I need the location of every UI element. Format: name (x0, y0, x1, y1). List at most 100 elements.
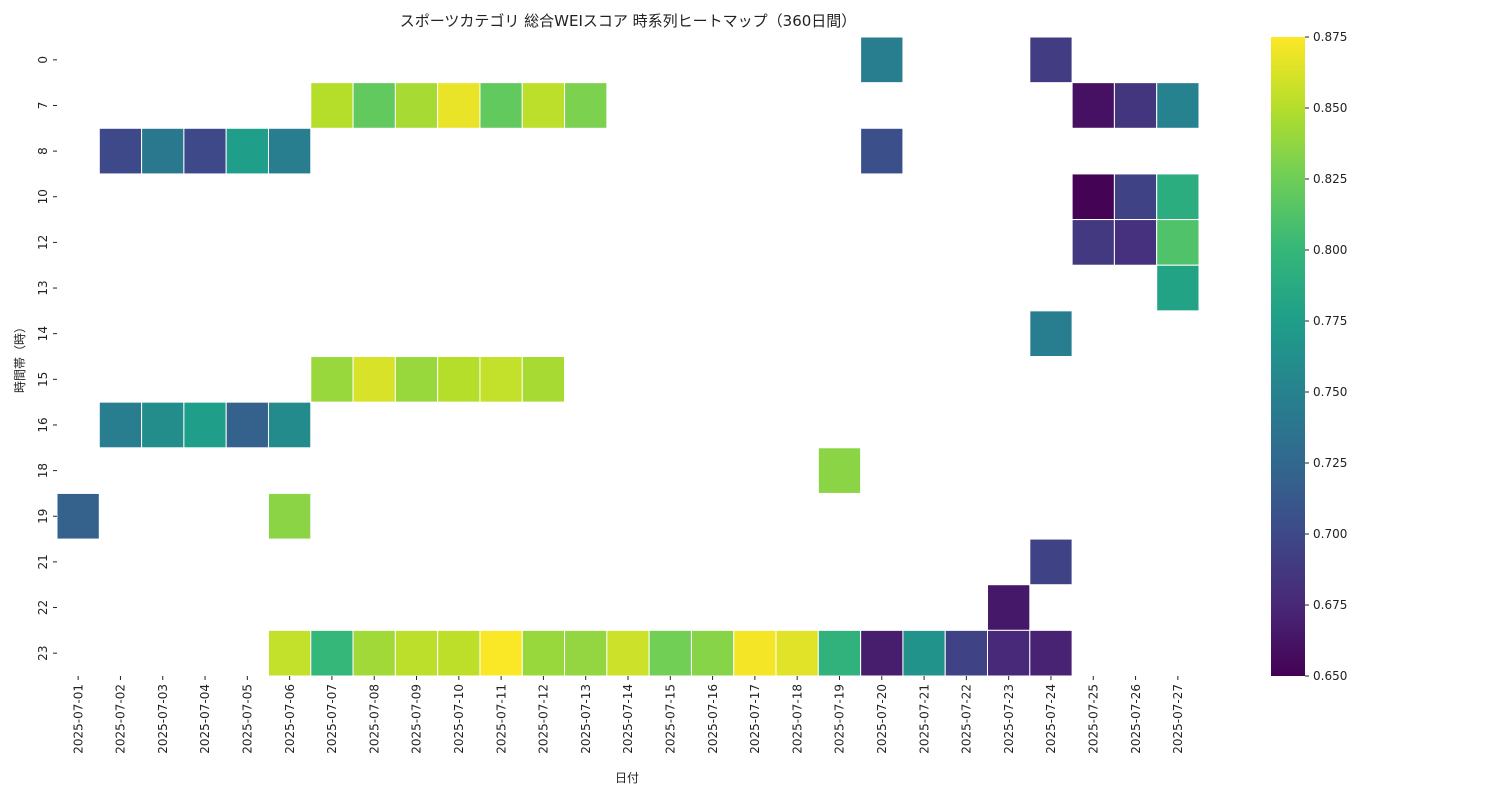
heatmap-cell (1029, 629, 1073, 677)
heatmap-cell (310, 356, 354, 403)
heatmap-cell (479, 356, 523, 403)
y-tick-label: 21 (36, 554, 50, 569)
heatmap-cell (1113, 173, 1158, 221)
heatmap-cell (267, 629, 312, 677)
colorbar-tick-label: 0.825 (1313, 172, 1347, 186)
heatmap-cell (648, 629, 692, 677)
x-tick-label: 2025-07-02 (114, 684, 128, 754)
x-tick-label: 2025-07-04 (198, 684, 212, 754)
heatmap-cell (437, 629, 481, 677)
y-tick-label: 19 (36, 509, 50, 524)
colorbar-tick-label: 0.675 (1313, 598, 1347, 612)
heatmap-cell (437, 356, 481, 403)
heatmap-cell (817, 447, 862, 494)
heatmap-cell (141, 127, 185, 175)
x-tick-label: 2025-07-26 (1129, 684, 1143, 754)
colorbar (1271, 37, 1305, 676)
heatmap-cell (1113, 82, 1158, 129)
heatmap-cell (394, 356, 439, 403)
y-tick-label: 22 (36, 600, 50, 615)
heatmap-cell (1156, 264, 1200, 312)
heatmap-cell (394, 629, 439, 677)
heatmap-cell (267, 401, 312, 449)
chart-title: スポーツカテゴリ 総合WEIスコア 時系列ヒートマップ（360日間） (400, 12, 857, 30)
x-tick-label: 2025-07-22 (960, 684, 974, 754)
x-tick-label: 2025-07-08 (367, 684, 381, 754)
x-tick-label: 2025-07-11 (494, 684, 508, 754)
x-tick-label: 2025-07-14 (621, 684, 635, 754)
heatmap-cell (437, 82, 481, 129)
heatmap-cell (1029, 310, 1073, 358)
x-tick-label: 2025-07-17 (748, 684, 762, 754)
colorbar-tick-label: 0.775 (1313, 314, 1347, 328)
heatmap-cell (987, 629, 1031, 677)
heatmap-cell (564, 629, 608, 677)
heatmap-cell (1071, 82, 1115, 129)
y-tick-label: 15 (36, 372, 50, 387)
y-tick-label: 16 (36, 417, 50, 432)
heatmap-cell (225, 401, 269, 449)
heatmap-cell (733, 629, 777, 677)
heatmap-cells (56, 36, 1200, 677)
heatmap-cell (521, 629, 566, 677)
x-tick-label: 2025-07-23 (1002, 684, 1016, 754)
x-tick-label: 2025-07-09 (410, 684, 424, 754)
y-tick-label: 0 (36, 56, 50, 64)
heatmap-cell (521, 356, 566, 403)
heatmap-cell (1156, 219, 1200, 266)
heatmap-cell (352, 82, 396, 129)
x-tick-label: 2025-07-05 (241, 684, 255, 754)
heatmap-cell (860, 36, 904, 84)
x-tick-label: 2025-07-13 (579, 684, 593, 754)
heatmap-cell (267, 492, 312, 540)
heatmap-cell (817, 629, 862, 677)
x-tick-label: 2025-07-07 (325, 684, 339, 754)
heatmap-cell (902, 629, 946, 677)
colorbar-tick-label: 0.750 (1313, 385, 1347, 399)
x-tick-label: 2025-07-18 (790, 684, 804, 754)
heatmap-cell (564, 82, 608, 129)
colorbar-ticks: 0.650 0.675 0.700 0.725 0.750 0.775 0.800 0.825… (1305, 30, 1347, 683)
heatmap-cell (394, 82, 439, 129)
heatmap-cell (56, 492, 100, 540)
x-tick-label: 2025-07-25 (1086, 684, 1100, 754)
heatmap-cell (183, 401, 227, 449)
y-tick-label: 8 (36, 147, 50, 155)
heatmap-cell (1071, 173, 1115, 221)
heatmap-cell (1029, 36, 1073, 84)
heatmap-cell (310, 82, 354, 129)
heatmap-cell (310, 629, 354, 677)
x-tick-label: 2025-07-19 (833, 684, 847, 754)
heatmap-cell (479, 629, 523, 677)
heatmap-cell (352, 356, 396, 403)
x-tick-label: 2025-07-27 (1171, 684, 1185, 754)
heatmap-cell (1071, 219, 1115, 266)
y-tick-label: 13 (36, 280, 50, 295)
heatmap-cell (1113, 219, 1158, 266)
colorbar-tick-label: 0.875 (1313, 30, 1347, 44)
x-tick-label: 2025-07-20 (875, 684, 889, 754)
x-tick-label: 2025-07-21 (917, 684, 931, 754)
colorbar-tick-label: 0.725 (1313, 456, 1347, 470)
heatmap-cell (183, 127, 227, 175)
heatmap-cell (1156, 82, 1200, 129)
x-tick-label: 2025-07-03 (156, 684, 170, 754)
heatmap-cell (1029, 538, 1073, 586)
y-tick-label: 10 (36, 189, 50, 204)
y-tick-label: 14 (36, 326, 50, 341)
heatmap-cell (606, 629, 650, 677)
x-tick-label: 2025-07-15 (663, 684, 677, 754)
y-tick-label: 7 (36, 102, 50, 110)
heatmap-cell (267, 127, 312, 175)
heatmap-cell (1156, 173, 1200, 221)
heatmap-cell (987, 584, 1031, 631)
y-axis-label: 時間帯（時） (13, 321, 27, 393)
heatmap-cell (860, 629, 904, 677)
colorbar-tick-label: 0.850 (1313, 101, 1347, 115)
heatmap-cell (225, 127, 269, 175)
x-axis-label: 日付 (615, 771, 639, 785)
y-axis-ticks: 0 7 8 10 12 13 14 15 16 18 19 21 22 23 (36, 56, 57, 661)
y-tick-label: 18 (36, 463, 50, 478)
